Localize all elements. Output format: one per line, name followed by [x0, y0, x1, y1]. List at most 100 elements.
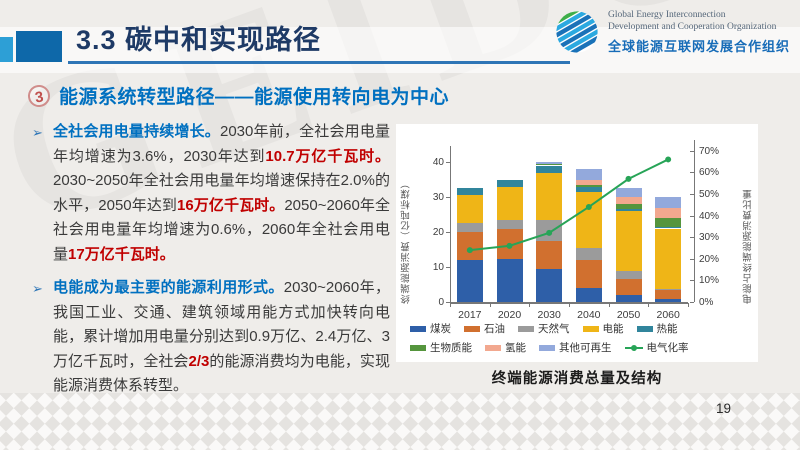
right-axis-tick-label: 10%: [699, 275, 720, 287]
bar-segment-其他可再生: [655, 197, 682, 208]
bar-segment-生物质能: [536, 164, 563, 166]
bar-segment-电能: [575, 191, 602, 248]
legend-label: 氢能: [505, 342, 526, 354]
legend-item-电气化率: 电气化率: [624, 340, 689, 355]
bullet-text-segment: 2050~2060年全社会用电量年均增速为0.6%，2060年全社会用电量: [53, 196, 391, 263]
x-axis-tick: [489, 303, 491, 307]
legend-color-swatch: [464, 325, 480, 332]
x-axis-category-label: 2050: [616, 309, 641, 321]
bullet-text-segment: 的能源消费均为电能，实现能源消费体系转型。: [53, 352, 390, 395]
bar-segment-石油: [496, 229, 523, 259]
right-axis-tick-label: 60%: [699, 167, 720, 179]
bar-segment-生物质能: [615, 204, 642, 210]
deco-square-dark: [16, 31, 62, 62]
right-axis-tick: [690, 302, 694, 303]
left-axis-tick-label: 20: [432, 227, 444, 238]
bar-segment-热能: [575, 186, 602, 192]
legend-label: 电气化率: [646, 342, 689, 354]
bullet-item: ➢ 电能成为最主要的能源利用形式。2030~2060年，我国工业、交通、建筑领域用…: [32, 276, 390, 399]
legend-color-swatch: [485, 344, 501, 351]
x-axis-category-label: 2030: [537, 309, 561, 321]
bar-segment-天然气: [655, 288, 682, 290]
right-axis-tick: [690, 150, 694, 152]
bar-segment-氢能: [655, 207, 682, 218]
bar-segment-煤炭: [615, 295, 642, 302]
bar-segment-天然气: [496, 219, 523, 230]
legend-row: 煤炭 石油 天然气 电能 热能: [410, 321, 691, 336]
left-axis-tick-label: 0: [438, 297, 444, 308]
right-axis-tick-label: 70%: [699, 145, 720, 157]
legend-item-电能: 电能: [582, 321, 624, 336]
bar-segment-天然气: [615, 270, 642, 280]
left-axis-tick-label: 40: [432, 157, 444, 168]
chart-panel: 0 10 20 30 40 0% 10% 20% 30% 40% 50% 60% 70% 2017 2020…: [396, 124, 758, 362]
right-axis-tick-label: 40%: [699, 210, 720, 222]
deco-square-light: [0, 37, 13, 62]
right-axis-line: [694, 140, 695, 302]
legend-label: 天然气: [538, 323, 570, 335]
x-axis-tick: [529, 303, 531, 307]
x-axis-tick: [569, 303, 570, 307]
bar-segment-氢能: [615, 197, 642, 204]
legend-label: 煤炭: [430, 323, 451, 335]
bar-segment-煤炭: [456, 260, 483, 302]
bullet-text-segment: 2030~2050年全社会用电量年均增速保持在2.0%的水平，2050年达到: [53, 172, 390, 214]
right-axis-title: 电能占终端能源消费比重: [743, 188, 754, 305]
line-marker: [625, 175, 632, 182]
bar-segment-天然气: [575, 247, 602, 260]
bar-segment-石油: [536, 240, 563, 269]
bullet-arrow-icon: ➢: [32, 281, 43, 296]
page-number: 19: [716, 401, 732, 416]
x-axis-tick: [688, 303, 689, 307]
legend-row: 生物质能 氢能 其他可再生 电气化率: [410, 340, 702, 355]
bar-segment-热能: [536, 165, 563, 173]
legend-item-氢能: 氢能: [485, 340, 526, 355]
x-axis-category-label: 2017: [458, 309, 482, 321]
bullet-text-segment: 2/3: [188, 352, 210, 370]
right-axis-tick: [690, 215, 694, 217]
legend-item-热能: 热能: [636, 321, 678, 336]
bar-segment-煤炭: [496, 258, 523, 302]
right-axis-tick-label: 20%: [699, 253, 720, 265]
left-axis-tick: [446, 232, 450, 233]
bar-segment-石油: [456, 232, 483, 260]
bar-segment-电能: [536, 172, 563, 220]
legend-item-煤炭: 煤炭: [410, 321, 451, 336]
bullet-text-segment: 电能成为最主要的能源利用形式。: [53, 279, 284, 296]
legend-line-swatch: [624, 344, 643, 352]
bullet-text-segment: 17万亿千瓦时。: [68, 245, 175, 263]
bullet-list: ➢ 全社会用电量持续增长。2030年前，全社会用电量年均增速为3.6%，2030年…: [32, 120, 390, 408]
bar-segment-石油: [575, 260, 602, 288]
bar-segment-热能: [615, 209, 642, 211]
bar-segment-石油: [615, 279, 642, 295]
bullet-text-segment: 16万亿千瓦时。: [177, 196, 285, 214]
bar-segment-电能: [456, 195, 483, 224]
org-name-en-line2: Development and Cooperation Organization: [607, 22, 777, 32]
bar-segment-电能: [655, 228, 682, 289]
org-logo: Global Energy Interconnection Developmen…: [553, 9, 790, 55]
page-title: 3.3 碳中和实现路径: [76, 25, 322, 55]
org-name-cn: 全球能源互联网发展合作组织: [607, 39, 790, 54]
legend-label: 电能: [602, 323, 624, 335]
bottom-pattern: [0, 393, 800, 450]
x-axis-category-label: 2020: [497, 309, 522, 321]
left-axis-title: 终端能源消费（亿吨标煤）: [401, 178, 412, 304]
left-axis-tick: [446, 162, 450, 163]
right-axis-tick-label: 50%: [699, 189, 720, 200]
bar-segment-热能: [456, 188, 483, 196]
bar-segment-煤炭: [655, 298, 682, 302]
bar-segment-煤炭: [575, 288, 602, 302]
bullet-text-segment: 2030~2060年，我国工业、交通、建筑领域用能方式加快转向电能，累计增加用电…: [53, 279, 390, 370]
bar-segment-其他可再生: [615, 188, 642, 197]
left-axis-tick: [446, 302, 450, 303]
legend-color-swatch: [518, 325, 534, 332]
right-axis-tick-label: 0%: [699, 297, 714, 308]
legend-color-swatch: [410, 344, 426, 351]
line-marker: [665, 156, 672, 163]
diamond-pattern: [0, 393, 800, 450]
bar-segment-天然气: [456, 223, 483, 232]
right-axis-tick: [690, 172, 694, 174]
bullet-arrow-icon: ➢: [32, 125, 43, 140]
section-subtitle-text: 能源系统转型路径——能源使用转向电为中心: [59, 87, 450, 108]
right-axis-tick: [690, 280, 694, 282]
